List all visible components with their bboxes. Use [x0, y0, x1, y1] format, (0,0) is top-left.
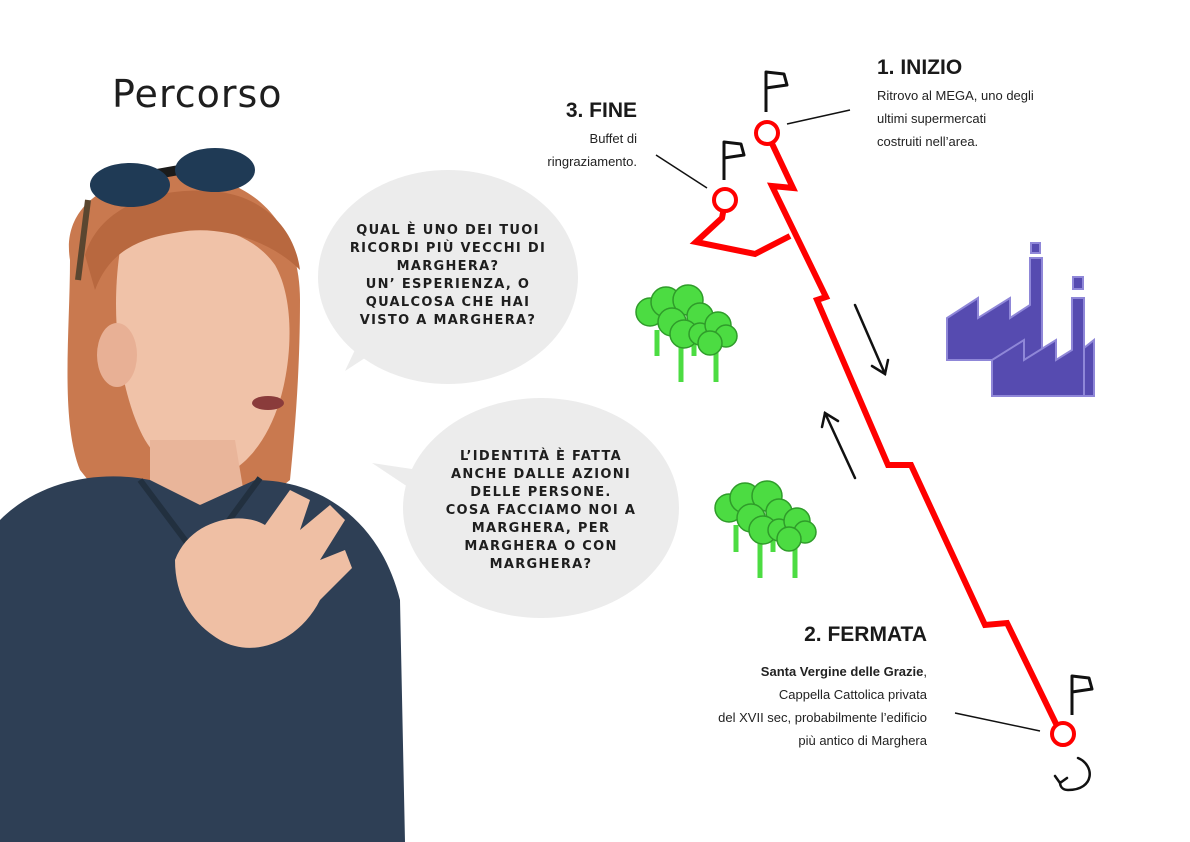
bubble-line: QUAL È UNO DEI TUOI — [356, 223, 540, 238]
flag-icon — [1070, 674, 1094, 715]
tree-group-icon — [714, 480, 817, 578]
route-branch — [689, 201, 792, 258]
stop-description: Santa Vergine delle Grazie, Cappella Cat… — [718, 660, 927, 752]
start-heading: 1. INIZIO — [877, 56, 963, 79]
speech-bubble-1 — [318, 170, 578, 384]
bubble-question-1: QUAL È UNO DEI TUOI RICORDI PIÙ VECCHI D… — [333, 222, 563, 330]
end-heading: 3. FINE — [565, 99, 637, 122]
description-line: del XVII sec, probabilmente l’edificio — [718, 710, 927, 725]
flag-icon — [722, 140, 746, 180]
arrow-icon — [853, 303, 890, 376]
description-line: Cappella Cattolica privata — [778, 687, 927, 702]
bubble-line: MARGHERA, PER — [471, 521, 611, 536]
end-description: Buffet di ringraziamento. — [547, 127, 637, 173]
bubble-line: MARGHERA? — [489, 557, 593, 572]
page-title: Percorso — [112, 72, 283, 116]
speaker-photo — [0, 148, 405, 842]
mouth — [252, 396, 284, 410]
ear — [97, 323, 137, 387]
tree-group-icon — [635, 284, 738, 382]
bubble-question-2: L’IDENTITÀ È FATTA ANCHE DALLE AZIONI DE… — [421, 448, 661, 574]
description-line: Santa Vergine delle Grazie, — [718, 660, 927, 683]
stop-marker — [1050, 721, 1076, 747]
stop-place-name: Santa Vergine delle Grazie — [760, 664, 924, 679]
description-line: ringraziamento. — [547, 154, 637, 169]
flag-icon — [764, 70, 789, 112]
start-marker — [754, 120, 780, 146]
end-marker — [712, 187, 738, 213]
sunglasses — [75, 148, 255, 281]
bubble-line: MARGHERA? — [396, 259, 500, 274]
factory-icon — [946, 242, 1095, 397]
stop-heading: 2. FERMATA — [804, 623, 927, 646]
bubble-line: RICORDI PIÙ VECCHI DI — [349, 241, 547, 256]
description-line: Buffet di — [589, 131, 637, 146]
route-line — [764, 131, 1064, 736]
description-line: ultimi supermercati — [877, 111, 987, 126]
loop-arrow-icon — [1053, 756, 1091, 792]
hand — [175, 490, 352, 648]
bubble-line: DELLE PERSONE. — [470, 485, 612, 500]
bubble-line: VISTO A MARGHERA? — [359, 313, 537, 328]
face — [116, 225, 290, 479]
speech-bubble-2 — [372, 398, 679, 618]
bubble-line: L’IDENTITÀ È FATTA — [459, 449, 623, 464]
arrow-icon — [820, 411, 857, 480]
hair-fringe — [85, 190, 300, 290]
bubble-line: UN’ ESPERIENZA, O — [365, 277, 531, 292]
leader-line-start — [786, 109, 851, 125]
bubble-line: COSA FACCIAMO NOI A — [445, 503, 637, 518]
description-line: Ritrovo al MEGA, uno degli — [877, 88, 1034, 103]
description-line: più antico di Marghera — [798, 733, 927, 748]
bubble-line: ANCHE DALLE AZIONI — [450, 467, 632, 482]
leader-line-end — [655, 154, 708, 189]
bubble-line: MARGHERA O CON — [464, 539, 618, 554]
leader-line-stop — [954, 712, 1041, 732]
start-description: Ritrovo al MEGA, uno degli ultimi superm… — [877, 84, 1034, 153]
bubble-line: QUALCOSA CHE HAI — [365, 295, 531, 310]
description-line: costruiti nell’area. — [877, 134, 979, 149]
stop-place-suffix: , — [923, 664, 927, 679]
